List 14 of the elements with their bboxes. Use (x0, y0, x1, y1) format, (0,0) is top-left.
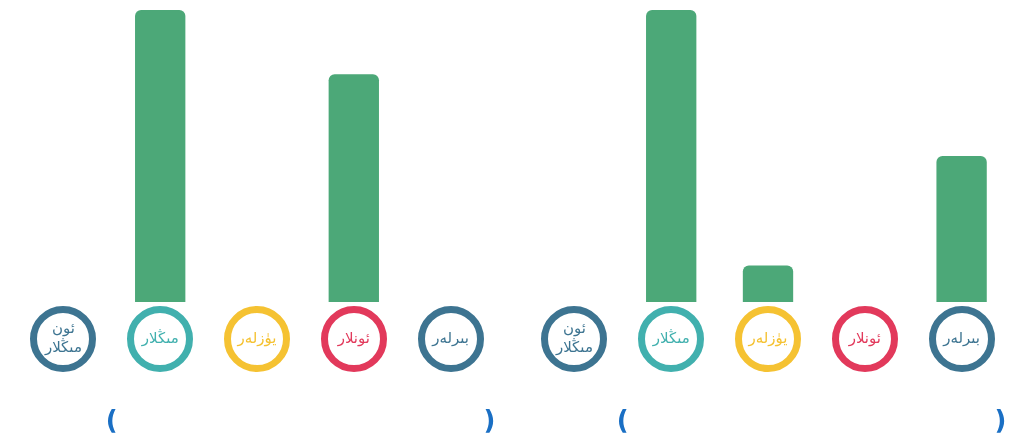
x-tick-label: يۈزلەر (236, 328, 277, 347)
x-tick-label: مىڭلار (651, 328, 690, 347)
text: ( (105, 404, 118, 435)
x-tick-label: ئون مىڭلار (554, 319, 593, 357)
text: ) (483, 404, 496, 435)
x-tick-label: ئونلار (847, 328, 881, 347)
x-tick-label: ئونلار (336, 328, 370, 347)
x-tick-label: مىڭلار (140, 328, 179, 347)
text: ) (994, 404, 1007, 435)
x-tick-label: بىرلەر (431, 328, 470, 347)
x-tick-label: يۈزلەر (747, 328, 788, 347)
x-tick-label: ئون مىڭلار (43, 319, 82, 357)
text: ( (616, 404, 629, 435)
x-tick-label: بىرلەر (942, 328, 981, 347)
